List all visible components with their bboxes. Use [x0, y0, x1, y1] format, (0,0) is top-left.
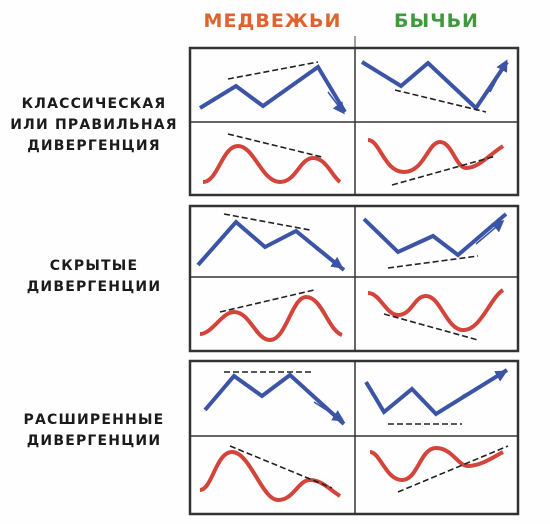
dashed-trendline	[219, 289, 315, 313]
row-label-line: РАСШИРЕННЫЕ	[23, 412, 165, 428]
trend-arrow-icon	[475, 220, 505, 245]
price-line	[360, 60, 509, 112]
oscillator-line	[199, 449, 342, 503]
row-label-line: ДИВЕРГЕНЦИИ	[26, 279, 162, 295]
dashed-trendline	[387, 255, 479, 269]
dashed-trendline	[229, 445, 333, 489]
trend-arrow-icon	[461, 370, 508, 397]
row-label-line: СКРЫТЫЕ	[49, 258, 139, 274]
bearish-oscillator-panel	[202, 133, 342, 185]
group-classic	[188, 46, 520, 197]
price-line	[198, 64, 347, 114]
bullish-oscillator-panel	[367, 288, 505, 341]
bullish-price-panel	[364, 368, 509, 425]
row-label-line: ДИВЕРГЕНЦИЯ	[27, 138, 161, 154]
bearish-oscillator-panel	[199, 289, 343, 343]
row-label-classic: КЛАССИЧЕСКАЯ ИЛИ ПРАВИЛЬНАЯ ДИВЕРГЕНЦИЯ	[0, 94, 188, 157]
group-extended	[188, 359, 520, 516]
bullish-oscillator-panel	[369, 445, 509, 493]
price-line	[203, 372, 346, 426]
bearish-price-panel	[203, 371, 346, 426]
row-label-extended: РАСШИРЕННЫЕ ДИВЕРГЕНЦИИ	[0, 410, 188, 452]
row-label-line: ДИВЕРГЕНЦИИ	[26, 433, 162, 449]
trend-arrow-icon	[315, 248, 344, 269]
dashed-trendline	[223, 213, 311, 231]
dashed-trendline	[227, 133, 323, 158]
bullish-price-panel	[362, 212, 508, 269]
dashed-trendline	[394, 89, 487, 113]
dashed-trendline	[397, 445, 509, 493]
bearish-price-panel	[198, 61, 347, 115]
row-label-line: КЛАССИЧЕСКАЯ	[21, 96, 167, 112]
bullish-price-panel	[360, 59, 509, 113]
oscillator-line	[199, 294, 343, 343]
row-label-line: ИЛИ ПРАВИЛЬНАЯ	[10, 117, 178, 133]
dashed-trendline	[227, 61, 319, 80]
trend-arrow-icon	[313, 401, 345, 422]
price-line	[196, 219, 346, 272]
oscillator-line	[202, 143, 342, 185]
price-line	[362, 212, 508, 258]
group-hidden	[188, 204, 520, 353]
row-label-hidden: СКРЫТЫЕ ДИВЕРГЕНЦИИ	[0, 256, 188, 298]
trend-arrow-icon	[327, 91, 345, 115]
group-frame	[188, 359, 520, 516]
oscillator-line	[369, 445, 504, 483]
group-frame	[188, 204, 520, 353]
bullish-column-header: БЫЧЬИ	[394, 10, 479, 32]
price-line	[364, 368, 509, 417]
bearish-oscillator-panel	[199, 445, 342, 503]
oscillator-line	[367, 138, 505, 175]
oscillator-line	[367, 288, 505, 332]
dashed-trendline	[383, 313, 479, 341]
trend-arrow-icon	[489, 59, 508, 93]
bullish-oscillator-panel	[367, 138, 505, 186]
bearish-price-panel	[196, 213, 346, 272]
bearish-column-header: МЕДВЕЖЬИ	[203, 10, 342, 32]
